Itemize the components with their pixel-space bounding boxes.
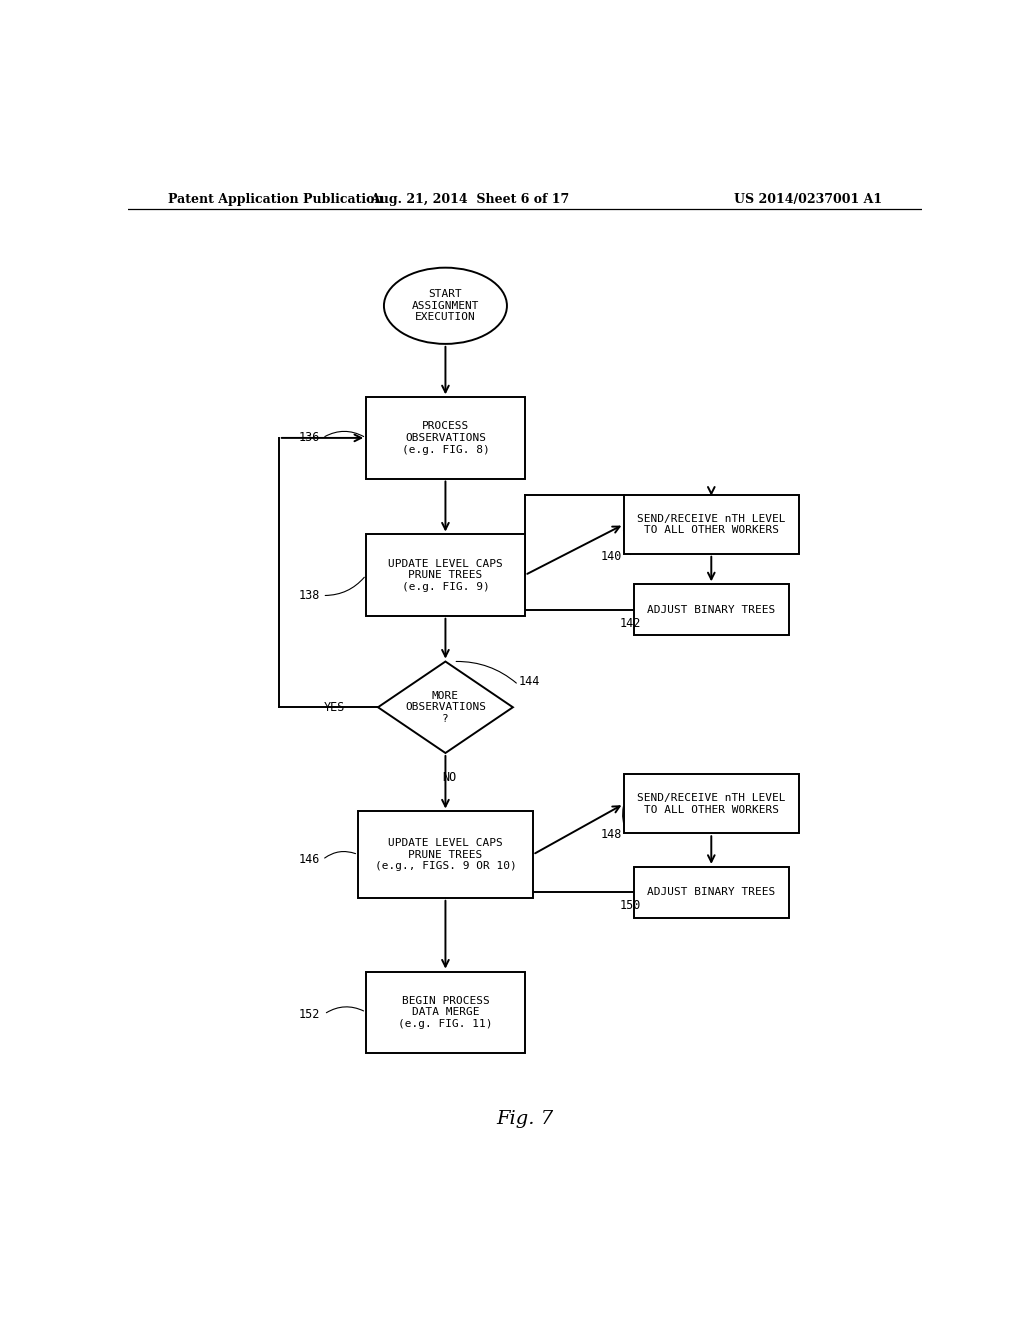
Text: 148: 148 [600, 828, 622, 841]
FancyBboxPatch shape [367, 535, 524, 616]
Text: Patent Application Publication: Patent Application Publication [168, 193, 383, 206]
Text: PROCESS
OBSERVATIONS
(e.g. FIG. 8): PROCESS OBSERVATIONS (e.g. FIG. 8) [401, 421, 489, 454]
Text: 150: 150 [620, 899, 641, 912]
FancyBboxPatch shape [634, 867, 788, 917]
Text: 140: 140 [600, 550, 622, 564]
Text: SEND/RECEIVE nTH LEVEL
TO ALL OTHER WORKERS: SEND/RECEIVE nTH LEVEL TO ALL OTHER WORK… [637, 793, 785, 814]
Text: UPDATE LEVEL CAPS
PRUNE TREES
(e.g. FIG. 9): UPDATE LEVEL CAPS PRUNE TREES (e.g. FIG.… [388, 558, 503, 591]
Text: YES: YES [324, 701, 345, 714]
FancyBboxPatch shape [624, 495, 799, 554]
Text: START
ASSIGNMENT
EXECUTION: START ASSIGNMENT EXECUTION [412, 289, 479, 322]
FancyBboxPatch shape [624, 775, 799, 833]
Text: MORE
OBSERVATIONS
?: MORE OBSERVATIONS ? [404, 690, 486, 723]
Polygon shape [378, 661, 513, 752]
Text: 142: 142 [620, 618, 641, 631]
FancyBboxPatch shape [358, 812, 532, 898]
Text: ADJUST BINARY TREES: ADJUST BINARY TREES [647, 605, 775, 615]
FancyBboxPatch shape [634, 585, 788, 635]
Text: 136: 136 [299, 432, 319, 445]
Text: US 2014/0237001 A1: US 2014/0237001 A1 [734, 193, 882, 206]
Text: 152: 152 [299, 1007, 319, 1020]
Text: 144: 144 [518, 676, 540, 688]
Text: BEGIN PROCESS
DATA MERGE
(e.g. FIG. 11): BEGIN PROCESS DATA MERGE (e.g. FIG. 11) [398, 995, 493, 1028]
Text: Aug. 21, 2014  Sheet 6 of 17: Aug. 21, 2014 Sheet 6 of 17 [370, 193, 569, 206]
FancyBboxPatch shape [367, 397, 524, 479]
Text: UPDATE LEVEL CAPS
PRUNE TREES
(e.g., FIGS. 9 OR 10): UPDATE LEVEL CAPS PRUNE TREES (e.g., FIG… [375, 838, 516, 871]
Text: NO: NO [442, 771, 457, 784]
FancyBboxPatch shape [367, 972, 524, 1053]
Text: ADJUST BINARY TREES: ADJUST BINARY TREES [647, 887, 775, 898]
Text: SEND/RECEIVE nTH LEVEL
TO ALL OTHER WORKERS: SEND/RECEIVE nTH LEVEL TO ALL OTHER WORK… [637, 513, 785, 535]
Text: Fig. 7: Fig. 7 [497, 1110, 553, 1127]
Text: 146: 146 [299, 853, 319, 866]
Ellipse shape [384, 268, 507, 345]
Text: 138: 138 [299, 589, 319, 602]
